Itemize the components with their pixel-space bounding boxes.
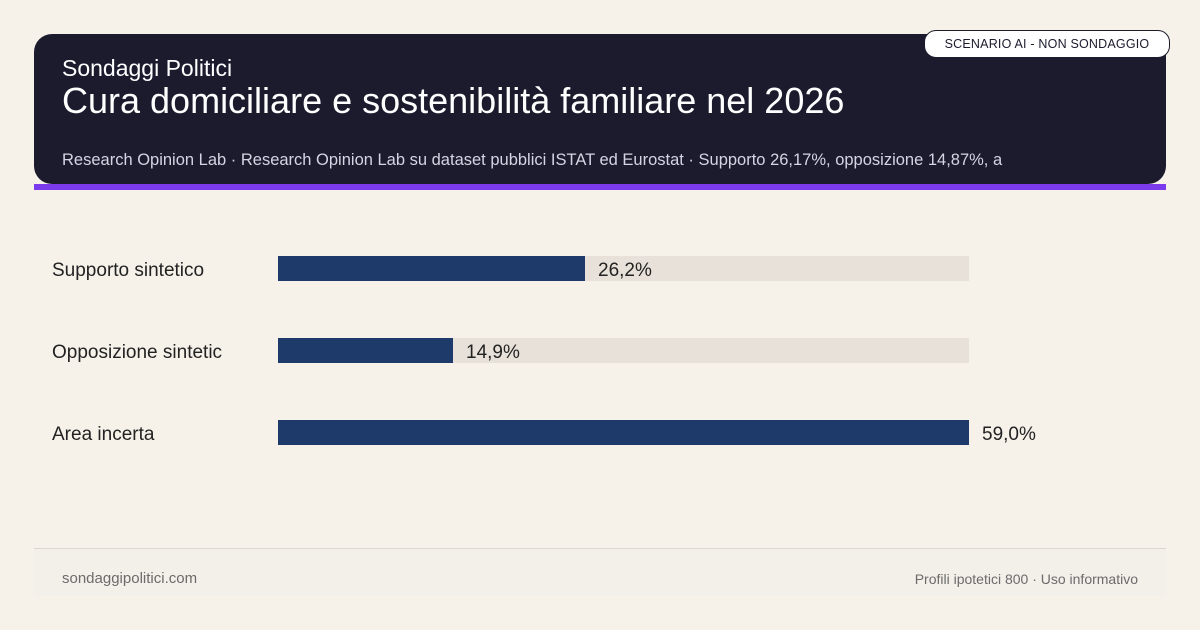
footer-note: Profili ipotetici 800 · Uso informativo	[914, 571, 1138, 587]
bar	[278, 256, 585, 281]
footer: sondaggipolitici.com Profili ipotetici 8…	[34, 548, 1166, 596]
bar	[278, 338, 453, 363]
brand-name: Sondaggi Politici	[62, 55, 233, 81]
page-subtitle: Research Opinion Lab · Research Opinion …	[62, 151, 1003, 169]
header-card: Sondaggi Politici Cura domiciliare e sos…	[34, 34, 1166, 184]
bar	[278, 420, 969, 445]
page-title: Cura domiciliare e sostenibilità familia…	[62, 80, 845, 121]
category-label: Supporto sintetico	[52, 260, 205, 281]
value-label: 59,0%	[982, 424, 1036, 445]
value-label: 14,9%	[466, 342, 520, 363]
category-label: Area incerta	[52, 424, 155, 445]
value-label: 26,2%	[598, 260, 652, 281]
category-label: Opposizione sintetic	[52, 342, 223, 363]
scenario-badge: SCENARIO AI - NON SONDAGGIO	[924, 30, 1170, 58]
header-accent-bar	[34, 184, 1166, 190]
footer-site-link[interactable]: sondaggipolitici.com	[62, 570, 198, 587]
